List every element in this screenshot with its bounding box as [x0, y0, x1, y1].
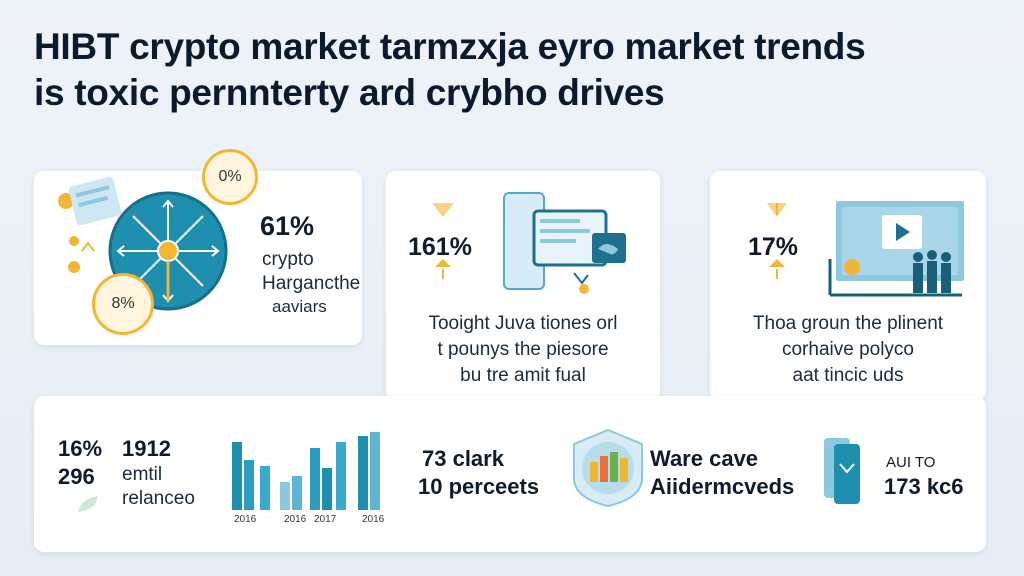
text-d1: Ware cave — [650, 446, 759, 471]
presentation-screen-icon — [828, 201, 964, 297]
card2-stat: 161% — [408, 233, 472, 261]
percent-bubble-top: 0% — [202, 149, 258, 205]
year-label: 2016 — [234, 514, 257, 525]
text-b3: relanceo — [122, 488, 195, 509]
card-tablet-stat: 161% Tooight Juva tiones orl t pounys th… — [386, 171, 660, 401]
page-title: HIBT crypto market tarmzxja eyro market … — [34, 24, 994, 116]
text-e1: AUI TO — [886, 454, 936, 471]
card1-line-1: crypto — [262, 249, 314, 270]
card1-line-3: aaviars — [272, 297, 327, 316]
text-e2: 173 kc6 — [884, 474, 964, 499]
bar-chart-icon — [232, 432, 380, 510]
title-line-1: HIBT crypto market tarmzxja eyro market … — [34, 26, 866, 67]
card2-line-1: Tooight Juva tiones orl — [428, 313, 618, 334]
tablet-chart-icon — [503, 192, 626, 294]
leaf-icon — [78, 496, 98, 512]
team-silhouette-icon — [913, 250, 951, 293]
hourglass-icon — [767, 203, 787, 279]
stat-b1: 1912 — [122, 436, 171, 461]
card2-line-2: t pounys the piesore — [437, 339, 609, 360]
year-label: 2016 — [362, 514, 385, 525]
card3-stat: 17% — [748, 233, 799, 261]
card3-line-3: aat tincic uds — [792, 365, 904, 386]
percent-bubble-bottom: 8% — [92, 273, 154, 335]
card1-stat: 61% — [260, 211, 315, 241]
year-label: 2016 — [284, 514, 307, 525]
stat-c1: 73 clark — [422, 446, 504, 471]
hourglass-icon — [432, 203, 454, 279]
globe-chart-icon — [573, 428, 643, 508]
title-line-2: is toxic pernnterty ard crybho drives — [34, 72, 665, 113]
text-b2: emtil — [122, 464, 163, 485]
card1-line-2: Hargancthe — [262, 273, 361, 294]
stat-a2: 296 — [58, 464, 95, 489]
card-bottom-stats: 16% 296 1912 emtil relanceo 2016 2016 20… — [34, 396, 986, 552]
card3-line-2: corhaive polyco — [781, 339, 915, 360]
year-label: 2017 — [314, 514, 337, 525]
card-presentation-stat: 17% Thoa groun the plinent corhaive poly… — [710, 171, 986, 401]
text-d2: Aiidermcveds — [650, 474, 795, 499]
card3-line-1: Thoa groun the plinent — [752, 313, 944, 334]
stat-c2: 10 perceets — [418, 474, 540, 499]
card-crypto-network: 0% 8% 61% crypto Hargancthe aaviars — [34, 149, 362, 345]
phone-stack-icon — [824, 438, 860, 504]
card2-line-3: bu tre amit fual — [460, 365, 586, 386]
stat-a1: 16% — [58, 436, 103, 461]
